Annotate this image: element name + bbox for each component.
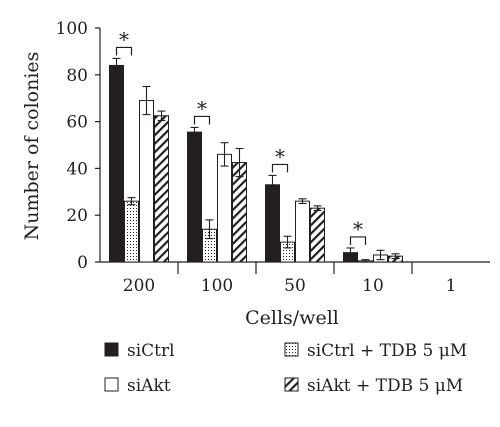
legend-label: siCtrl <box>127 341 175 361</box>
bar-solid <box>187 131 202 263</box>
bar-marks <box>109 64 403 263</box>
error-bars <box>112 57 400 263</box>
legend-swatch-dots <box>284 342 299 357</box>
legend-label: siAkt + TDB 5 μM <box>307 376 463 396</box>
legend: siCtrl siAkt siCtrl + TDB 5 μM siAkt + TDB … <box>104 341 467 396</box>
bar-hatch <box>310 207 325 263</box>
legend-label: siAkt <box>127 376 171 396</box>
significance-marks: * * * * <box>115 27 367 245</box>
significance-star: * <box>275 144 285 168</box>
bar-open <box>217 153 232 263</box>
bar-solid <box>109 64 124 263</box>
y-tick-label: 100 <box>56 19 88 39</box>
significance-bracket <box>349 236 367 245</box>
y-tick-label: 20 <box>66 206 88 226</box>
x-tick-label: 50 <box>284 276 306 296</box>
significance-bracket <box>193 115 211 125</box>
significance-bracket <box>115 46 133 56</box>
x-tick-label: 10 <box>362 276 384 296</box>
legend-swatch-hatch <box>284 377 299 392</box>
significance-star: * <box>119 27 129 51</box>
significance-star: * <box>197 96 207 120</box>
y-tick-label: 80 <box>66 66 88 86</box>
y-ticks: 0 20 40 60 80 100 <box>56 19 100 273</box>
bar-solid <box>265 184 280 263</box>
legend-swatch-open <box>104 377 119 392</box>
y-tick-label: 0 <box>77 253 88 273</box>
legend-swatch-solid <box>104 342 119 357</box>
x-tick-label: 1 <box>446 276 457 296</box>
bar-hatch <box>154 115 169 263</box>
x-axis-title: Cells/well <box>245 307 339 329</box>
legend-label: siCtrl + TDB 5 μM <box>307 341 467 361</box>
significance-star: * <box>353 217 363 241</box>
bar-dots <box>124 200 139 263</box>
y-tick-label: 40 <box>66 159 88 179</box>
y-axis-title: Number of colonies <box>21 52 43 241</box>
x-tick-label: 200 <box>123 276 155 296</box>
x-tick-label: 100 <box>201 276 233 296</box>
x-ticks: 200 100 50 10 1 <box>123 262 457 296</box>
significance-bracket <box>271 163 289 173</box>
bar-open <box>295 200 310 263</box>
bar-open <box>139 100 154 263</box>
bar-hatch <box>232 162 247 263</box>
y-tick-label: 60 <box>66 113 88 133</box>
